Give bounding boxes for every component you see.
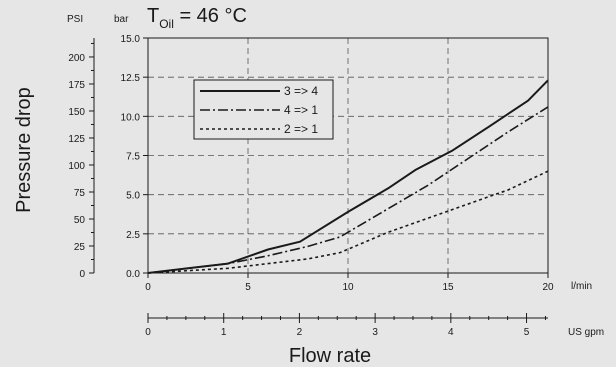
y-tick-label-psi: 200 bbox=[68, 53, 85, 64]
y-tick-label-bar: 2.5 bbox=[126, 230, 140, 241]
legend-label-3: 2 => 1 bbox=[284, 122, 318, 136]
y-ticks-psi: 0 25 50 75 100 125 150 175 200 bbox=[68, 38, 95, 280]
y-ticks-bar: 0.0 2.5 5.0 7.5 10.0 12.5 15.0 bbox=[121, 34, 148, 280]
x-tick-label-lmin: 10 bbox=[342, 282, 354, 293]
series-lines bbox=[147, 79, 549, 274]
x-tick-label-usgpm: 5 bbox=[524, 327, 530, 338]
y-axis-title: Pressure drop bbox=[13, 87, 35, 213]
title-rest: = 46 °C bbox=[174, 5, 247, 27]
x-tick-label-lmin: 5 bbox=[245, 282, 251, 293]
x-tick-label-usgpm: 2 bbox=[297, 327, 303, 338]
psi-unit-label: PSI bbox=[67, 14, 83, 25]
series-line-3 bbox=[147, 170, 549, 274]
x-tick-label-usgpm: 4 bbox=[448, 327, 454, 338]
legend-label-2: 4 => 1 bbox=[284, 103, 318, 117]
x-tick-label-lmin: 20 bbox=[542, 282, 554, 293]
y-tick-label-psi: 50 bbox=[74, 215, 86, 226]
title-main: T bbox=[147, 5, 159, 27]
grid-lines bbox=[148, 38, 548, 273]
y-tick-label-psi: 75 bbox=[74, 188, 86, 199]
x-ticks-lmin: 0 5 10 15 20 bbox=[145, 273, 554, 293]
y-tick-label-psi: 100 bbox=[68, 161, 85, 172]
x-tick-label-usgpm: 0 bbox=[145, 327, 151, 338]
chart-title: TOil = 46 °C bbox=[147, 5, 247, 31]
series-line-2 bbox=[147, 106, 549, 274]
x-tick-label-lmin: 15 bbox=[442, 282, 454, 293]
y-tick-label-bar: 0.0 bbox=[126, 269, 140, 280]
bar-unit-label: bar bbox=[114, 14, 129, 25]
x-tick-label-usgpm: 3 bbox=[372, 327, 378, 338]
y-tick-label-psi: 175 bbox=[68, 80, 85, 91]
x-tick-label-usgpm: 1 bbox=[221, 327, 227, 338]
legend-label-1: 3 => 4 bbox=[284, 84, 318, 98]
y-tick-label-psi: 25 bbox=[74, 242, 86, 253]
x-axis-usgpm: 0 1 2 3 4 5 bbox=[145, 313, 548, 338]
usgpm-unit-label: US gpm bbox=[568, 327, 604, 338]
y-tick-label-bar: 15.0 bbox=[121, 34, 141, 45]
y-tick-label-psi: 125 bbox=[68, 134, 85, 145]
y-tick-label-psi: 0 bbox=[79, 269, 85, 280]
y-tick-label-bar: 10.0 bbox=[121, 112, 141, 123]
x-tick-label-lmin: 0 bbox=[145, 282, 151, 293]
y-tick-label-bar: 12.5 bbox=[121, 73, 141, 84]
y-tick-label-bar: 7.5 bbox=[126, 152, 140, 163]
x-axis-title: Flow rate bbox=[289, 345, 371, 367]
title-subscript: Oil bbox=[159, 17, 174, 31]
legend: 3 => 4 4 => 1 2 => 1 bbox=[193, 79, 334, 140]
y-tick-label-bar: 5.0 bbox=[126, 191, 140, 202]
lmin-unit-label: l/min bbox=[571, 281, 592, 292]
y-tick-label-psi: 150 bbox=[68, 107, 85, 118]
